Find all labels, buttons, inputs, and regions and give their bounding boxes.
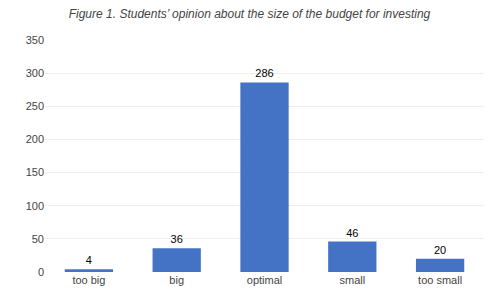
svg-text:0: 0 [38, 266, 44, 278]
svg-text:250: 250 [26, 100, 44, 112]
svg-text:small: small [339, 274, 365, 286]
svg-text:4: 4 [86, 254, 92, 266]
svg-text:36: 36 [171, 233, 183, 245]
svg-text:100: 100 [26, 200, 44, 212]
svg-text:50: 50 [32, 233, 44, 245]
svg-text:20: 20 [434, 244, 446, 256]
svg-text:big: big [169, 274, 184, 286]
svg-text:46: 46 [346, 227, 358, 239]
svg-text:286: 286 [255, 67, 273, 79]
svg-text:300: 300 [26, 67, 44, 79]
svg-text:optimal: optimal [247, 274, 282, 286]
svg-text:too big: too big [72, 274, 105, 286]
svg-text:150: 150 [26, 166, 44, 178]
svg-text:too small: too small [418, 274, 462, 286]
svg-text:350: 350 [26, 34, 44, 46]
svg-text:Figure 1. Students’ opinion ab: Figure 1. Students’ opinion about the si… [69, 7, 431, 21]
svg-text:200: 200 [26, 133, 44, 145]
